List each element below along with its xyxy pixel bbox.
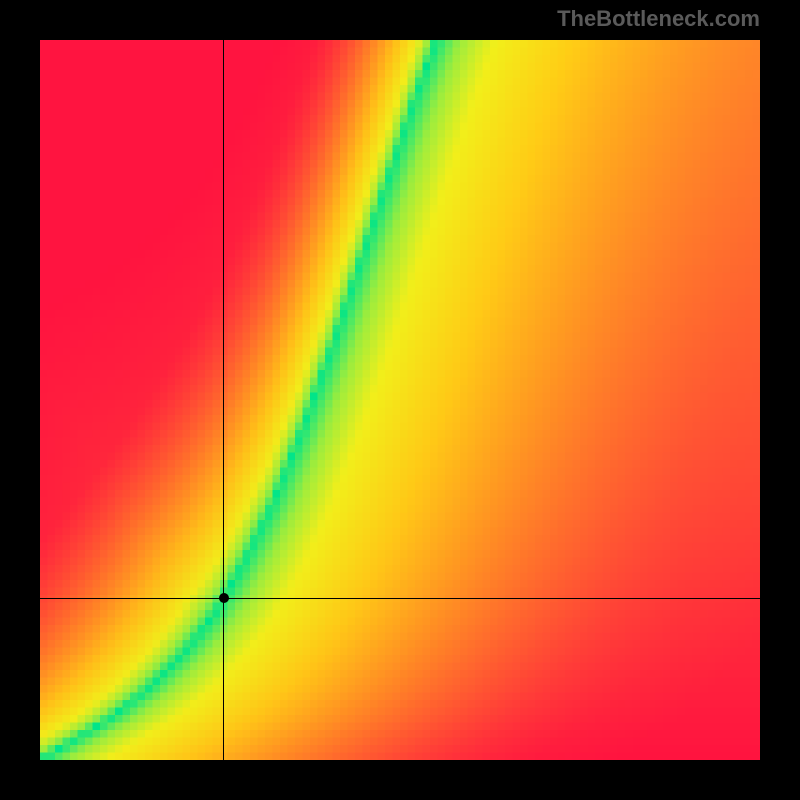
marker-dot	[219, 593, 229, 603]
watermark-text: TheBottleneck.com	[557, 6, 760, 32]
bottleneck-heatmap	[40, 40, 760, 760]
crosshair-vertical	[223, 40, 224, 760]
chart-container: { "watermark": { "text": "TheBottleneck.…	[0, 0, 800, 800]
crosshair-horizontal	[40, 598, 760, 599]
